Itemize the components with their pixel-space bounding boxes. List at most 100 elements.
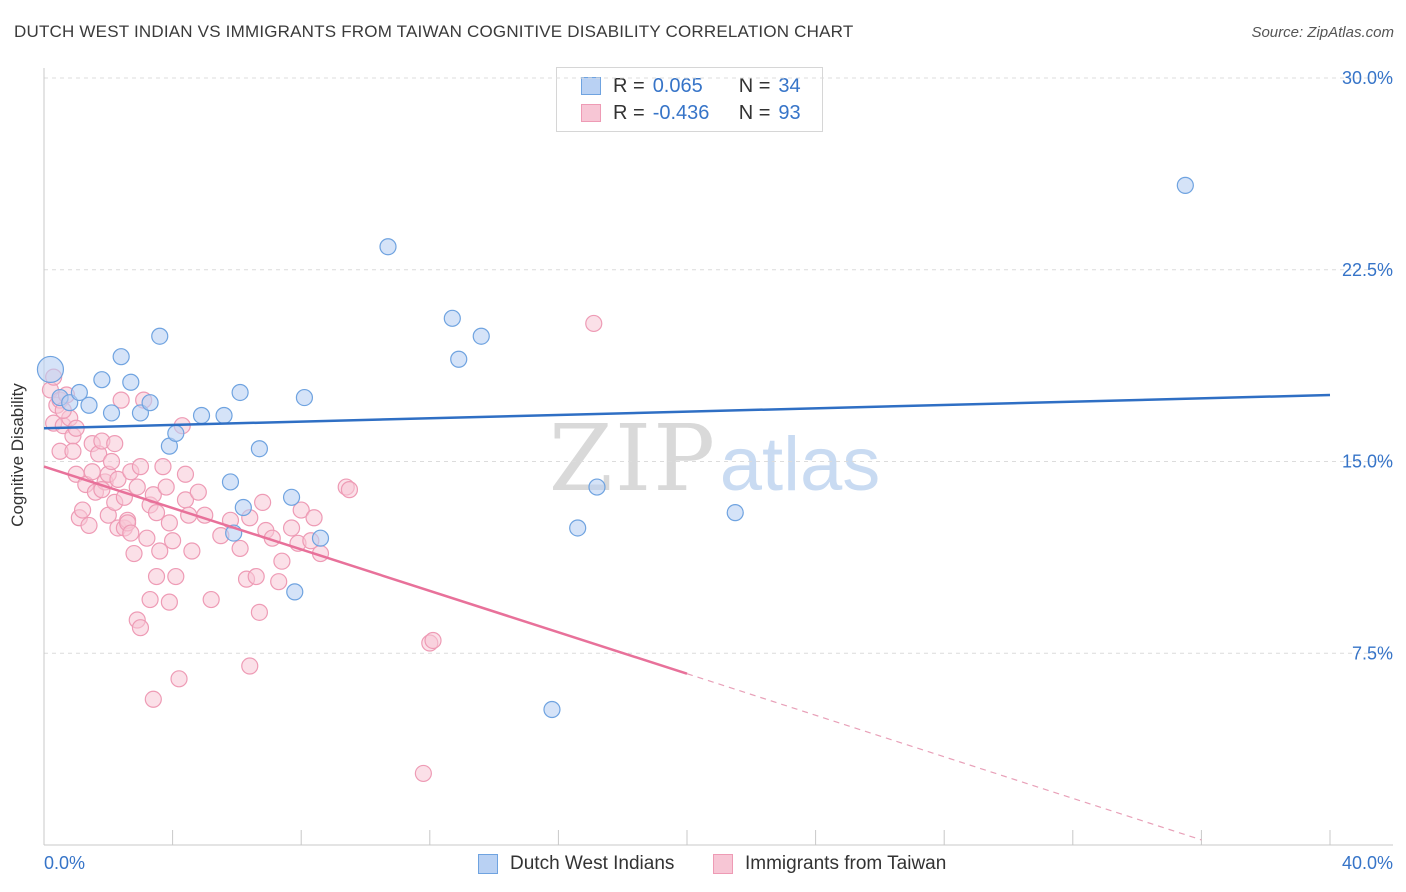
data-point-taiwan bbox=[202, 590, 220, 609]
data-point-taiwan bbox=[106, 435, 124, 453]
data-point-dutch bbox=[221, 473, 240, 491]
data-point-taiwan bbox=[305, 509, 323, 527]
data-point-dutch bbox=[543, 700, 561, 719]
legend-r-value: -0.436 bbox=[652, 101, 710, 124]
trendline-taiwan bbox=[43, 465, 688, 675]
data-point-dutch bbox=[472, 327, 490, 345]
data-point-taiwan bbox=[414, 764, 432, 783]
data-point-dutch bbox=[112, 348, 130, 366]
y-tick-label: 22.5% bbox=[1342, 260, 1393, 280]
data-point-dutch bbox=[295, 388, 314, 407]
watermark-atlas: atlas bbox=[720, 422, 881, 507]
data-point-dutch bbox=[80, 396, 98, 414]
data-point-dutch bbox=[167, 424, 185, 442]
data-point-dutch bbox=[450, 350, 468, 368]
y-tick-label: 30.0% bbox=[1342, 68, 1393, 88]
data-point-dutch bbox=[569, 519, 587, 537]
data-point-dutch bbox=[102, 404, 121, 422]
data-point-taiwan bbox=[241, 657, 259, 675]
data-point-taiwan bbox=[340, 481, 359, 499]
x-tick-label: 0.0% bbox=[44, 853, 85, 873]
data-point-taiwan bbox=[160, 514, 178, 532]
data-point-dutch bbox=[250, 440, 269, 458]
x-tick-label: 40.0% bbox=[1342, 853, 1393, 873]
data-point-taiwan bbox=[247, 567, 265, 586]
bottom-legend-swatch-blue bbox=[478, 854, 498, 874]
data-point-dutch bbox=[122, 373, 140, 391]
data-point-dutch bbox=[726, 504, 744, 522]
data-point-taiwan bbox=[160, 593, 178, 611]
trendline-dutch bbox=[43, 393, 1331, 430]
data-point-taiwan bbox=[147, 567, 166, 586]
bottom-legend-dutch: Dutch West Indians bbox=[478, 852, 674, 876]
legend-n-label: N = bbox=[738, 101, 771, 124]
data-point-taiwan bbox=[157, 478, 175, 496]
data-point-taiwan bbox=[231, 539, 249, 558]
bottom-legend-swatch-pink bbox=[713, 854, 733, 874]
data-point-taiwan bbox=[102, 452, 121, 471]
data-point-dutch bbox=[70, 383, 88, 402]
data-point-taiwan bbox=[189, 483, 207, 501]
data-point-taiwan bbox=[585, 314, 603, 333]
legend-r-label: R = bbox=[613, 74, 645, 97]
data-point-dutch bbox=[141, 394, 159, 412]
data-point-taiwan bbox=[128, 478, 146, 496]
data-point-dutch bbox=[282, 488, 301, 506]
chart-title: DUTCH WEST INDIAN VS IMMIGRANTS FROM TAI… bbox=[14, 22, 854, 41]
data-point-taiwan bbox=[170, 670, 188, 688]
data-point-taiwan bbox=[64, 442, 82, 460]
data-point-dutch bbox=[1176, 176, 1194, 194]
data-point-taiwan bbox=[125, 544, 143, 563]
bottom-legend-label-dutch: Dutch West Indians bbox=[510, 853, 675, 874]
data-point-dutch bbox=[192, 406, 211, 425]
data-point-taiwan bbox=[141, 590, 159, 609]
data-point-dutch bbox=[286, 583, 304, 601]
data-point-taiwan bbox=[273, 552, 291, 570]
data-point-taiwan bbox=[147, 504, 166, 522]
data-point-taiwan bbox=[83, 463, 101, 481]
data-point-dutch bbox=[588, 478, 606, 496]
legend-swatch-pink bbox=[581, 104, 601, 122]
data-point-taiwan bbox=[112, 391, 130, 409]
data-point-dutch bbox=[231, 383, 249, 402]
legend-r-value: 0.065 bbox=[652, 74, 703, 97]
data-point-taiwan bbox=[80, 516, 98, 535]
data-point-taiwan bbox=[424, 631, 442, 650]
data-point-dutch bbox=[93, 371, 111, 389]
stats-legend: R = 0.065 N = 34 R = -0.436 N = 93 bbox=[556, 67, 823, 132]
data-point-dutch bbox=[443, 309, 461, 327]
data-point-taiwan bbox=[138, 529, 156, 547]
data-point-taiwan bbox=[151, 542, 169, 560]
data-point-taiwan bbox=[282, 519, 301, 537]
watermark-zip: ZIP bbox=[549, 405, 717, 512]
y-tick-label: 7.5% bbox=[1352, 643, 1393, 663]
legend-n-label: N = bbox=[738, 74, 771, 97]
y-tick-label: 15.0% bbox=[1342, 452, 1393, 472]
data-point-dutch bbox=[379, 238, 397, 256]
data-point-taiwan bbox=[109, 470, 127, 488]
bottom-legend-label-taiwan: Immigrants from Taiwan bbox=[745, 853, 947, 874]
source-label: Source: ZipAtlas.com bbox=[1251, 24, 1394, 41]
legend-n-value: 93 bbox=[778, 101, 801, 124]
data-point-dutch bbox=[215, 406, 233, 425]
data-point-dutch bbox=[36, 355, 65, 384]
data-point-taiwan bbox=[73, 501, 92, 519]
legend-row-taiwan: R = -0.436 N = 93 bbox=[581, 100, 801, 126]
data-point-taiwan bbox=[131, 458, 150, 476]
data-point-taiwan bbox=[144, 690, 162, 708]
data-point-taiwan bbox=[176, 465, 195, 483]
legend-n-value: 34 bbox=[778, 74, 801, 97]
data-point-taiwan bbox=[292, 501, 310, 519]
data-point-dutch bbox=[311, 529, 330, 547]
bottom-legend-taiwan: Immigrants from Taiwan bbox=[713, 852, 946, 876]
data-point-taiwan bbox=[164, 532, 182, 550]
data-point-taiwan bbox=[183, 542, 201, 560]
data-point-taiwan bbox=[154, 458, 172, 476]
data-point-taiwan bbox=[122, 524, 140, 542]
data-point-taiwan bbox=[250, 603, 269, 621]
legend-r-label: R = bbox=[613, 101, 645, 124]
data-point-taiwan bbox=[254, 493, 272, 512]
data-point-taiwan bbox=[167, 567, 185, 586]
data-point-dutch bbox=[151, 327, 169, 345]
